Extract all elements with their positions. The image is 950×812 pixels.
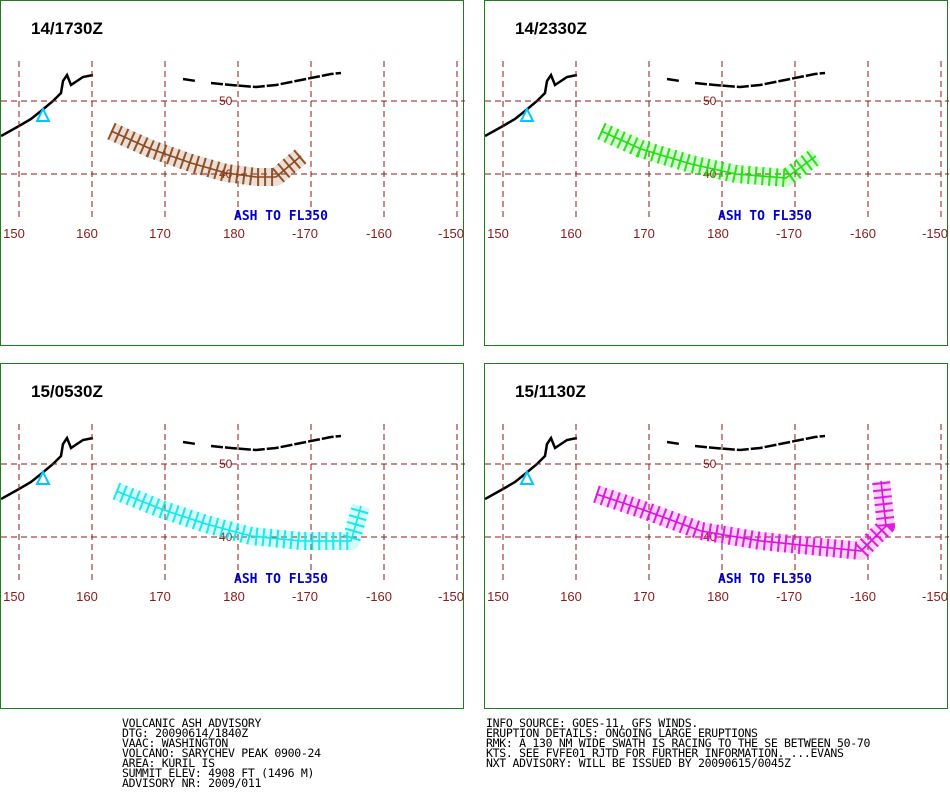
volcano-icon — [519, 106, 535, 122]
lon-label: -160 — [850, 589, 876, 604]
ash-level-label: ASH TO FL350 — [718, 572, 812, 587]
coastline-west — [485, 435, 578, 501]
ash-level-label: ASH TO FL350 — [234, 572, 328, 587]
ash-centerline — [595, 480, 887, 552]
lon-label: -170 — [776, 226, 802, 241]
lon-label: 180 — [707, 226, 729, 241]
panel-time: 14/2330Z — [515, 19, 587, 38]
panel-time: 15/0530Z — [31, 382, 103, 401]
lon-label: 170 — [149, 226, 171, 241]
lon-label: 150 — [487, 226, 509, 241]
lon-label: 170 — [633, 226, 655, 241]
advisory-line: NXT ADVISORY: WILL BE ISSUED BY 20090615… — [486, 756, 791, 770]
advisory-line: AREA: KURIL IS — [122, 756, 215, 770]
lon-label: -170 — [776, 589, 802, 604]
lon-label: 160 — [76, 589, 98, 604]
advisory-line: RMK: A 130 NM WIDE SWATH IS RACING TO TH… — [486, 736, 871, 750]
panel-time: 15/1130Z — [515, 382, 586, 401]
lon-label: 160 — [560, 589, 582, 604]
coastline-aleutians — [666, 434, 826, 452]
panel-2: 14/2330Z 50 40 150 160 170 180 -170 -160 -150 ASH… — [484, 0, 949, 346]
ash-level-label: ASH TO FL350 — [718, 209, 812, 224]
lon-label: 170 — [633, 589, 655, 604]
coastline-aleutians — [182, 71, 342, 89]
coastline-aleutians — [666, 71, 826, 89]
lat-label: 50 — [219, 94, 233, 108]
coastline-west — [485, 72, 578, 138]
advisory-line: KTS. SEE FVFE01 RJTD FOR FURTHER INFORMA… — [486, 746, 844, 760]
lon-label: 180 — [223, 589, 245, 604]
volcano-icon — [35, 106, 51, 122]
lon-label: -150 — [438, 589, 464, 604]
lon-label: -170 — [292, 226, 318, 241]
ash-level-label: ASH TO FL350 — [234, 209, 328, 224]
ash-centerline — [115, 490, 362, 542]
advisory-right-text: INFO SOURCE: GOES-11, GFS WINDS. ERUPTIO… — [486, 716, 871, 770]
advisory-line: SUMMIT ELEV: 4908 FT (1496 M) — [122, 766, 315, 780]
advisory-line: DTG: 20090614/1840Z — [122, 726, 248, 740]
lat-label: 50 — [703, 457, 717, 471]
lon-label: 150 — [3, 226, 25, 241]
panel-time: 14/1730Z — [31, 19, 103, 38]
advisory-line: INFO SOURCE: GOES-11, GFS WINDS. — [486, 716, 698, 730]
coastline-west — [1, 435, 94, 501]
panel-1: 14/1730Z 50 40 150 160 170 180 -170 -160 -150 ASH… — [0, 0, 465, 346]
lon-label: 160 — [76, 226, 98, 241]
volcano-icon — [519, 469, 535, 485]
advisory-line: VOLCANO: SARYCHEV PEAK 0900-24 — [122, 746, 321, 760]
ash-centerline — [110, 130, 302, 178]
lon-label: -160 — [366, 589, 392, 604]
lon-label: 180 — [707, 589, 729, 604]
lon-label: -150 — [922, 589, 948, 604]
panel-4: 15/1130Z 50 40 150 160 170 180 -170 -160 -150 ASH… — [484, 363, 949, 709]
coastline-west — [1, 72, 94, 138]
lon-label: 150 — [487, 589, 509, 604]
advisory-line: VOLCANIC ASH ADVISORY — [122, 716, 262, 730]
lon-label: 160 — [560, 226, 582, 241]
lon-label: -160 — [366, 226, 392, 241]
lon-label: 150 — [3, 589, 25, 604]
lon-label: -160 — [850, 226, 876, 241]
lat-label: 50 — [219, 457, 233, 471]
lon-label: 170 — [149, 589, 171, 604]
lat-label: 50 — [703, 94, 717, 108]
coastline-aleutians — [182, 434, 342, 452]
lon-label: -150 — [438, 226, 464, 241]
advisory-left-text: VOLCANIC ASH ADVISORY DTG: 20090614/1840… — [122, 716, 321, 790]
lon-label: -170 — [292, 589, 318, 604]
advisory-line: VAAC: WASHINGTON — [122, 736, 228, 750]
advisory-line: ADVISORY NR: 2009/011 — [122, 776, 262, 790]
lon-label: -150 — [922, 226, 948, 241]
panel-3: 15/0530Z 50 40 150 160 170 180 -170 -160 -150 ASH… — [0, 363, 465, 709]
volcano-icon — [35, 469, 51, 485]
advisory-line: ERUPTION DETAILS: ONGOING LARGE ERUPTION… — [486, 726, 758, 740]
lon-label: 180 — [223, 226, 245, 241]
ash-centerline — [600, 130, 817, 179]
